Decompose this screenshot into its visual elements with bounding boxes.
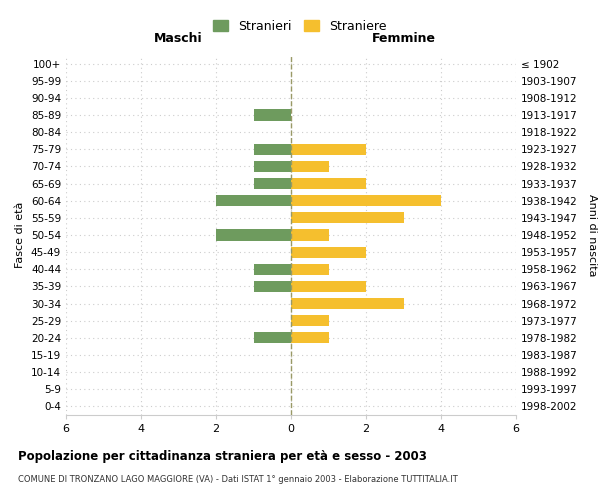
Bar (254, 332, 291, 344)
Bar (291, 281, 366, 292)
Text: Popolazione per cittadinanza straniera per età e sesso - 2003: Popolazione per cittadinanza straniera p… (18, 450, 427, 463)
Y-axis label: Anni di nascita: Anni di nascita (587, 194, 597, 276)
Bar (291, 195, 441, 206)
Bar (291, 298, 404, 309)
Text: COMUNE DI TRONZANO LAGO MAGGIORE (VA) - Dati ISTAT 1° gennaio 2003 - Elaborazion: COMUNE DI TRONZANO LAGO MAGGIORE (VA) - … (18, 475, 458, 484)
Bar (291, 212, 404, 224)
Bar (291, 246, 366, 258)
Bar (254, 161, 291, 172)
Bar (291, 332, 329, 344)
Bar (291, 315, 329, 326)
Bar (291, 178, 366, 189)
Text: Femmine: Femmine (371, 32, 436, 44)
Bar (291, 230, 329, 240)
Legend: Stranieri, Straniere: Stranieri, Straniere (209, 16, 391, 37)
Text: Maschi: Maschi (154, 32, 203, 44)
Bar (291, 161, 329, 172)
Bar (254, 281, 291, 292)
Bar (254, 264, 291, 275)
Bar (254, 144, 291, 155)
Bar (291, 144, 366, 155)
Y-axis label: Fasce di età: Fasce di età (16, 202, 25, 268)
Bar (216, 195, 291, 206)
Bar (216, 230, 291, 240)
Bar (254, 178, 291, 189)
Bar (291, 264, 329, 275)
Bar (254, 110, 291, 120)
